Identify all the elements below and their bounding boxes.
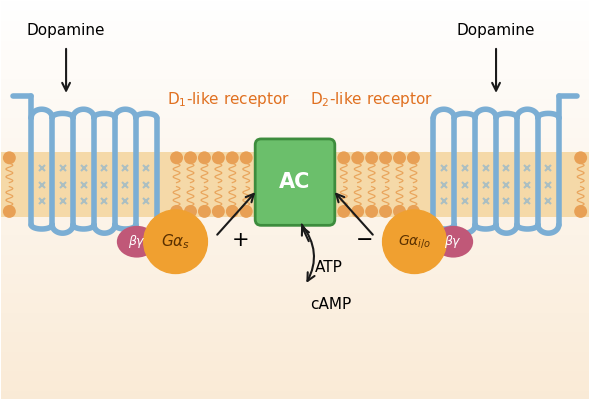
- Circle shape: [379, 205, 392, 218]
- Circle shape: [351, 205, 364, 218]
- Circle shape: [382, 210, 446, 274]
- Circle shape: [184, 151, 197, 164]
- FancyBboxPatch shape: [255, 139, 335, 225]
- Circle shape: [212, 205, 225, 218]
- Text: $\beta\gamma$: $\beta\gamma$: [128, 233, 146, 250]
- Circle shape: [351, 151, 364, 164]
- Ellipse shape: [117, 226, 157, 258]
- Text: Dopamine: Dopamine: [27, 23, 106, 38]
- Text: G$\alpha_s$: G$\alpha_s$: [161, 232, 190, 251]
- Circle shape: [226, 151, 239, 164]
- Circle shape: [407, 151, 420, 164]
- Circle shape: [574, 205, 587, 218]
- Circle shape: [3, 205, 16, 218]
- Circle shape: [393, 151, 406, 164]
- Circle shape: [337, 205, 350, 218]
- Circle shape: [393, 205, 406, 218]
- Circle shape: [365, 205, 378, 218]
- Circle shape: [212, 151, 225, 164]
- Circle shape: [198, 151, 211, 164]
- Circle shape: [574, 151, 587, 164]
- Text: D$_2$-like receptor: D$_2$-like receptor: [310, 90, 433, 109]
- Text: cAMP: cAMP: [310, 297, 351, 312]
- Circle shape: [337, 151, 350, 164]
- Circle shape: [184, 205, 197, 218]
- Circle shape: [198, 205, 211, 218]
- Circle shape: [240, 205, 253, 218]
- Text: G$\alpha_{i/o}$: G$\alpha_{i/o}$: [398, 233, 431, 250]
- Circle shape: [365, 151, 378, 164]
- Text: D$_1$-like receptor: D$_1$-like receptor: [166, 90, 290, 109]
- Circle shape: [226, 205, 239, 218]
- Text: +: +: [231, 230, 249, 250]
- Text: −: −: [356, 230, 373, 250]
- Ellipse shape: [433, 226, 473, 258]
- Text: $\beta\gamma$: $\beta\gamma$: [444, 233, 462, 250]
- Circle shape: [170, 205, 183, 218]
- Circle shape: [144, 210, 208, 274]
- Text: ATP: ATP: [315, 260, 343, 274]
- Circle shape: [170, 151, 183, 164]
- Text: Dopamine: Dopamine: [457, 23, 535, 38]
- Circle shape: [240, 151, 253, 164]
- Circle shape: [3, 151, 16, 164]
- Bar: [1, 152, 589, 217]
- Text: AC: AC: [279, 172, 311, 192]
- Circle shape: [407, 205, 420, 218]
- Circle shape: [379, 151, 392, 164]
